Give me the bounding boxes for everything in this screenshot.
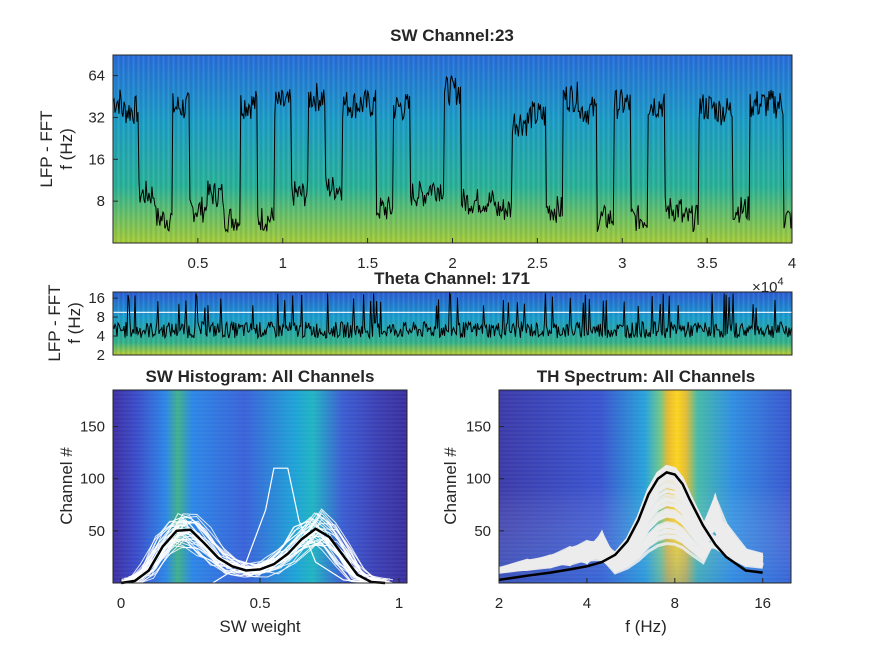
hist-channel-curve [120,520,378,583]
hist-channel-curve [128,537,393,583]
sw-histogram-title: SW Histogram: All Channels [146,367,375,386]
sw-histogram-y-ticks: 50 100 150 [80,419,118,540]
sw-ytick-label: 16 [88,151,105,168]
th-spectrum-x-ticks: 2 4 8 16 [495,578,771,612]
sw-trace-line [113,75,792,234]
sw-xtick-label: 1 [279,255,287,272]
th-spectrum-axes-box [498,389,792,584]
th-spectrum-ylabel: Channel # [441,447,460,525]
theta-axes-box [112,291,793,356]
sw-xtick-label: 1.5 [357,255,378,272]
hist-channel-curve [120,536,378,583]
sw-xtick-label: 2.5 [527,255,548,272]
sw-ytick-label: 8 [97,193,105,210]
sw-xtick-label: 2 [448,255,456,272]
hist-channel-curve [124,531,389,583]
spec-xtick-label: 4 [583,595,591,612]
spec-channel-curve [499,482,764,570]
spec-ytick-label: 50 [474,523,491,540]
sw-y-ticks: 8 16 32 64 [88,68,118,210]
sw-histogram-mean-curve [120,527,386,585]
spec-xtick-label: 16 [754,595,771,612]
theta-spectrogram-texture [113,292,792,355]
sw-overlay-trace [113,75,792,234]
hist-xtick-label: 1 [395,595,403,612]
spec-ytick-label: 100 [466,471,491,488]
hist-xtick-label: 0.5 [250,595,271,612]
theta-trace-line [113,292,792,340]
theta-ytick-label: 2 [97,347,105,364]
sw-ylabel-line2: f (Hz) [57,128,76,170]
sw-channel-panel: SW Channel:23 8 16 32 64 0.5 1 1.5 2 2.5 3 3.5 4 L… [37,26,796,296]
theta-ytick-label: 16 [88,290,105,307]
sw-ylabel-line1: LFP - FFT [37,110,56,187]
spec-channel-curve [499,489,763,572]
sw-xtick-label: 4 [788,255,796,272]
th-spectrum-title: TH Spectrum: All Channels [537,367,756,386]
th-spectrum-xlabel: f (Hz) [625,617,667,636]
hist-ytick-label: 100 [80,471,105,488]
theta-ylabel-line1: LFP - FFT [45,284,64,361]
hist-outlier-curve [212,467,372,583]
hist-ytick-label: 150 [80,419,105,436]
theta-ytick-label: 4 [97,328,105,345]
sw-xtick-label: 3 [618,255,626,272]
hist-channel-curve [128,522,393,583]
theta-overlay-trace [113,292,792,340]
x-exponent-label: ×104 [752,276,784,296]
hist-ytick-label: 50 [88,523,105,540]
sw-ytick-label: 64 [88,68,105,85]
sw-xtick-label: 0.5 [187,255,208,272]
th-spectrum-y-ticks: 50 100 150 [466,419,504,540]
sw-x-ticks: 0.5 1 1.5 2 2.5 3 3.5 4 [187,238,796,272]
sw-channel-title: SW Channel:23 [390,26,514,45]
sw-histogram-ylabel: Channel # [57,447,76,525]
th-spectrum-mean-curve [498,471,763,582]
th-spectrum-panel: TH Spectrum: All Channels 50 100 150 2 4 8 16… [441,367,792,636]
sw-ytick-label: 32 [88,109,105,126]
theta-channel-panel: Theta Channel: 171 2 4 8 16 LFP - FFT f (Hz… [45,269,793,364]
sw-histogram-xlabel: SW weight [219,617,301,636]
hist-xtick-label: 0 [117,595,125,612]
theta-y-ticks: 2 4 8 16 [88,290,118,364]
theta-ytick-label: 8 [97,309,105,326]
sw-xtick-label: 3.5 [697,255,718,272]
spec-xtick-label: 2 [495,595,503,612]
sw-histogram-x-ticks: 0 0.5 1 [117,578,403,612]
spec-ytick-label: 150 [466,419,491,436]
theta-ylabel-line2: f (Hz) [65,302,84,344]
theta-channel-title: Theta Channel: 171 [374,269,530,288]
spec-xtick-label: 8 [671,595,679,612]
sw-spectrogram-texture [113,55,792,243]
